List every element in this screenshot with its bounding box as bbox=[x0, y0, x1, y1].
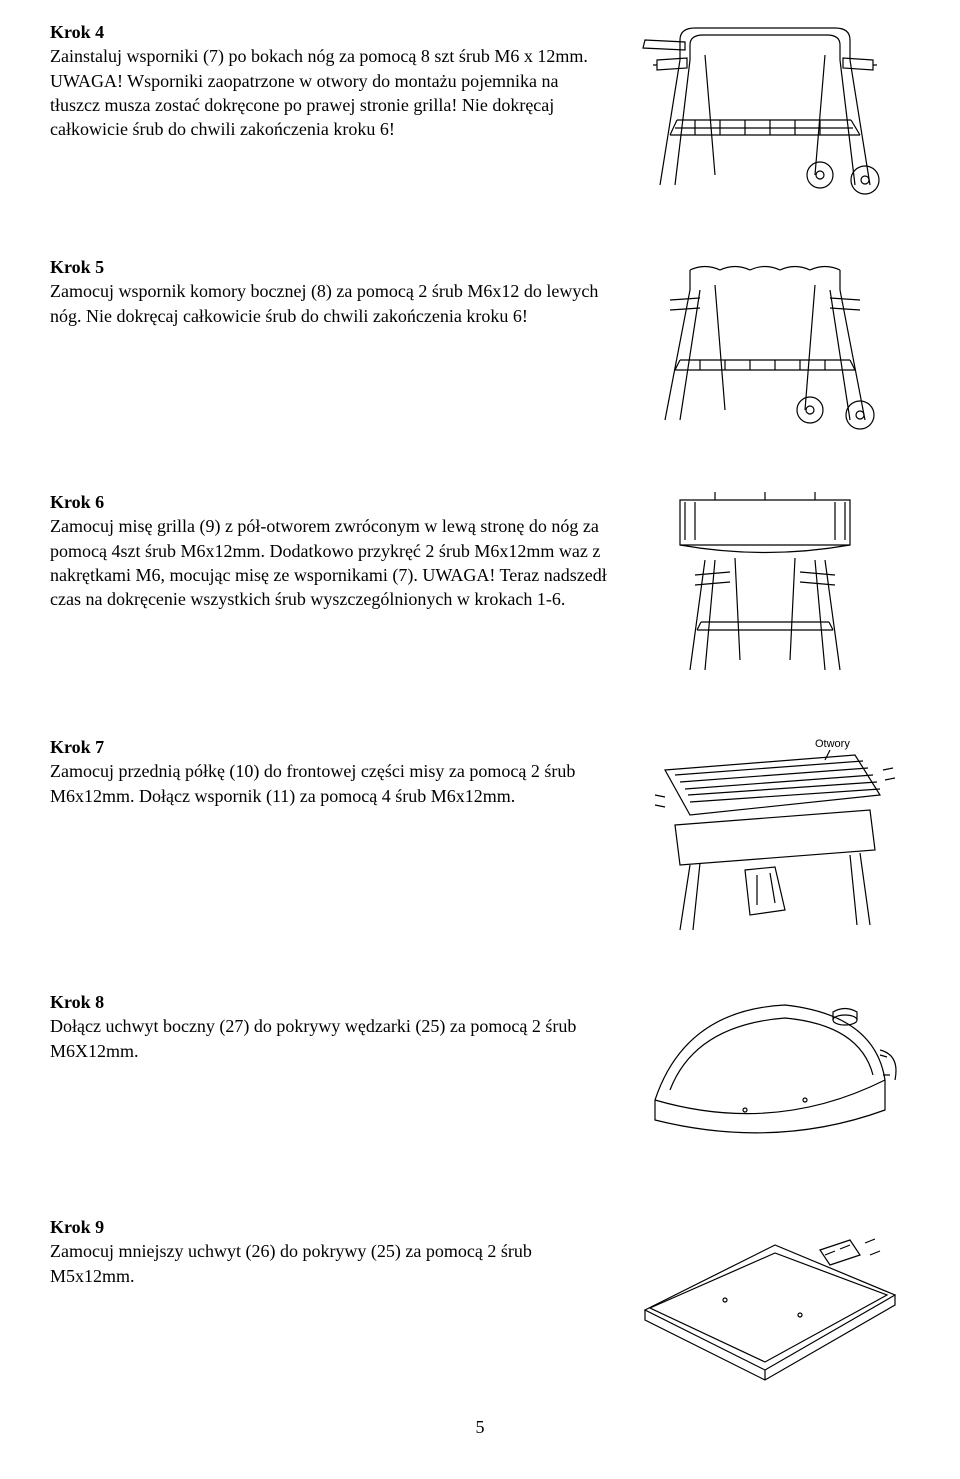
step-4-text: Krok 4 Zainstaluj wsporniki (7) po bokac… bbox=[50, 20, 610, 141]
step-4: Krok 4 Zainstaluj wsporniki (7) po bokac… bbox=[50, 20, 910, 200]
step-7-diagram: Otwory bbox=[625, 735, 905, 935]
step-6: Krok 6 Zamocuj misę grilla (9) z pół-otw… bbox=[50, 490, 910, 680]
step-9-body: Zamocuj mniejszy uchwyt (26) do pokrywy … bbox=[50, 1241, 532, 1285]
step-6-body: Zamocuj misę grilla (9) z pół-otworem zw… bbox=[50, 516, 607, 609]
step-8-text: Krok 8 Dołącz uchwyt boczny (27) do pokr… bbox=[50, 990, 610, 1063]
step-4-title: Krok 4 bbox=[50, 22, 104, 42]
step-9-title: Krok 9 bbox=[50, 1217, 104, 1237]
step-4-body: Zainstaluj wsporniki (7) po bokach nóg z… bbox=[50, 46, 588, 139]
page-number: 5 bbox=[50, 1415, 910, 1439]
step-4-diagram bbox=[625, 20, 905, 200]
step-9-diagram bbox=[625, 1215, 905, 1385]
step-9: Krok 9 Zamocuj mniejszy uchwyt (26) do p… bbox=[50, 1215, 910, 1385]
step-5-text: Krok 5 Zamocuj wspornik komory bocznej (… bbox=[50, 255, 610, 328]
lid-small-handle-icon bbox=[625, 1215, 905, 1385]
front-shelf-mount-icon: Otwory bbox=[625, 735, 905, 935]
step-8-diagram bbox=[625, 990, 905, 1160]
step-7-title: Krok 7 bbox=[50, 737, 104, 757]
diagram-label-otwory: Otwory bbox=[815, 738, 850, 750]
step-6-text: Krok 6 Zamocuj misę grilla (9) z pół-otw… bbox=[50, 490, 610, 611]
grill-bowl-mount-icon bbox=[635, 490, 895, 680]
step-5-body: Zamocuj wspornik komory bocznej (8) za p… bbox=[50, 281, 598, 325]
step-5-diagram bbox=[625, 255, 905, 435]
step-7: Krok 7 Zamocuj przednią półkę (10) do fr… bbox=[50, 735, 910, 935]
grill-frame-brackets-icon bbox=[635, 20, 895, 200]
step-7-text: Krok 7 Zamocuj przednią półkę (10) do fr… bbox=[50, 735, 610, 808]
step-7-body: Zamocuj przednią półkę (10) do frontowej… bbox=[50, 761, 575, 805]
step-8: Krok 8 Dołącz uchwyt boczny (27) do pokr… bbox=[50, 990, 910, 1160]
step-8-title: Krok 8 bbox=[50, 992, 104, 1012]
step-6-title: Krok 6 bbox=[50, 492, 104, 512]
smoker-lid-handle-icon bbox=[625, 990, 905, 1160]
step-6-diagram bbox=[625, 490, 905, 680]
step-5-title: Krok 5 bbox=[50, 257, 104, 277]
grill-frame-side-bracket-icon bbox=[635, 255, 895, 435]
step-8-body: Dołącz uchwyt boczny (27) do pokrywy węd… bbox=[50, 1016, 576, 1060]
step-5: Krok 5 Zamocuj wspornik komory bocznej (… bbox=[50, 255, 910, 435]
step-9-text: Krok 9 Zamocuj mniejszy uchwyt (26) do p… bbox=[50, 1215, 610, 1288]
